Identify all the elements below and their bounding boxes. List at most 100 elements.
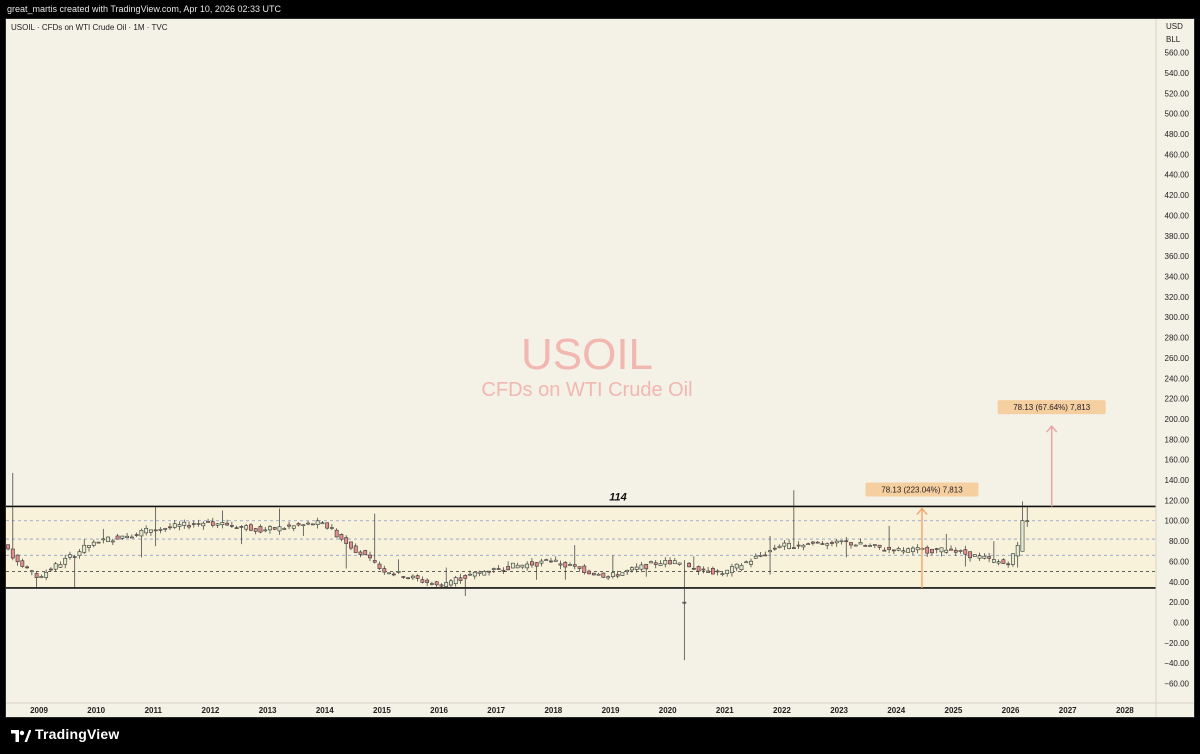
tradingview-brand[interactable]: TradingView xyxy=(35,726,120,742)
candle-body xyxy=(653,562,658,565)
candle-body xyxy=(930,548,934,554)
candle-body xyxy=(525,563,530,569)
y-tick-label: 420.00 xyxy=(1165,191,1190,200)
candle-body xyxy=(344,537,349,544)
candle-body xyxy=(325,522,330,529)
candle-body xyxy=(363,550,368,556)
candle-body xyxy=(158,528,163,531)
candle-body xyxy=(949,548,953,551)
candle-body xyxy=(49,568,53,571)
candle-body xyxy=(163,528,168,530)
candle-body xyxy=(377,563,382,569)
candle-body xyxy=(953,549,958,553)
candle-body xyxy=(915,547,920,551)
candle-body xyxy=(791,547,796,549)
candle-body xyxy=(372,560,377,563)
candle-body xyxy=(596,573,601,576)
candle-body xyxy=(430,583,434,585)
candle-body xyxy=(725,569,730,574)
candle-body xyxy=(834,540,839,544)
candle-body xyxy=(749,560,753,565)
candle-body xyxy=(339,534,344,540)
candle-body xyxy=(858,542,863,545)
y-tick-label: −20.00 xyxy=(1164,639,1189,648)
candle-body xyxy=(82,544,87,553)
candle-body xyxy=(77,551,82,557)
measure-label-0: 78.13 (223.04%) 7,813 xyxy=(865,482,979,497)
candle-body xyxy=(553,559,558,562)
candle-body xyxy=(558,563,563,566)
candle-body xyxy=(734,563,739,569)
y-tick-label: 460.00 xyxy=(1165,150,1190,159)
y-tick-label: −40.00 xyxy=(1164,659,1189,668)
candle-body xyxy=(258,526,263,533)
candle-body xyxy=(649,561,653,564)
candle-body xyxy=(591,572,596,576)
candle-body xyxy=(768,550,772,553)
candle-body xyxy=(125,535,130,538)
tradingview-logo-icon[interactable] xyxy=(11,727,31,745)
x-tick-label: 2021 xyxy=(716,706,734,715)
measure-label-bg xyxy=(997,400,1106,415)
candle-body xyxy=(868,545,872,547)
candle-body xyxy=(272,527,277,530)
candle-body xyxy=(510,562,515,569)
y-tick-label: 40.00 xyxy=(1169,578,1190,587)
candle-body xyxy=(358,551,363,555)
y-tick-label: 340.00 xyxy=(1165,272,1190,281)
candle-body xyxy=(182,521,187,526)
candle-body xyxy=(963,549,968,555)
candle-body xyxy=(144,527,149,534)
candle-body xyxy=(249,524,253,531)
y-tick-label: 80.00 xyxy=(1169,537,1190,546)
x-tick-label: 2023 xyxy=(830,706,848,715)
candle-body xyxy=(753,555,758,559)
candle-body xyxy=(787,542,791,549)
candle-body xyxy=(582,565,587,573)
candle-body xyxy=(982,555,987,559)
candle-body xyxy=(482,571,487,576)
watermark-description: CFDs on WTI Crude Oil xyxy=(481,379,692,401)
x-tick-label: 2025 xyxy=(945,706,963,715)
x-tick-label: 2014 xyxy=(316,706,334,715)
candle-body xyxy=(658,563,663,566)
candle-body xyxy=(420,579,425,583)
candle-body xyxy=(506,566,511,571)
candle-body xyxy=(234,527,239,529)
candle-body xyxy=(530,561,534,566)
candle-body xyxy=(444,582,449,587)
y-tick-label: 360.00 xyxy=(1165,252,1190,261)
candle-body xyxy=(572,564,577,567)
candle-body xyxy=(268,526,272,531)
y-tick-label: 180.00 xyxy=(1165,435,1190,444)
candle-body xyxy=(687,562,691,568)
candle-body xyxy=(720,573,725,575)
candle-body xyxy=(877,544,882,548)
candle-body xyxy=(544,559,549,561)
x-tick-label: 2010 xyxy=(87,706,105,715)
candle-body xyxy=(58,564,63,568)
y-tick-label: 320.00 xyxy=(1165,293,1190,302)
candle-body xyxy=(906,548,911,553)
candle-body xyxy=(253,528,258,532)
candle-body xyxy=(715,570,720,573)
x-tick-label: 2016 xyxy=(430,706,448,715)
candle-body xyxy=(196,523,201,525)
candle-body xyxy=(644,563,649,570)
candle-body xyxy=(206,521,210,523)
x-tick-label: 2012 xyxy=(202,706,220,715)
attribution-bar: great_martis created with TradingView.co… xyxy=(0,0,1200,18)
candle-body xyxy=(782,542,787,547)
candle-body xyxy=(39,576,44,579)
candle-body xyxy=(20,560,25,567)
candle-body xyxy=(830,541,834,544)
candle-body xyxy=(710,568,715,575)
candle-body xyxy=(634,566,639,570)
candle-body xyxy=(1025,520,1030,523)
candle-body xyxy=(244,525,249,530)
candle-body xyxy=(401,576,406,578)
x-tick-label: 2022 xyxy=(773,706,791,715)
x-tick-label: 2018 xyxy=(544,706,562,715)
y-tick-label: 540.00 xyxy=(1165,69,1190,78)
